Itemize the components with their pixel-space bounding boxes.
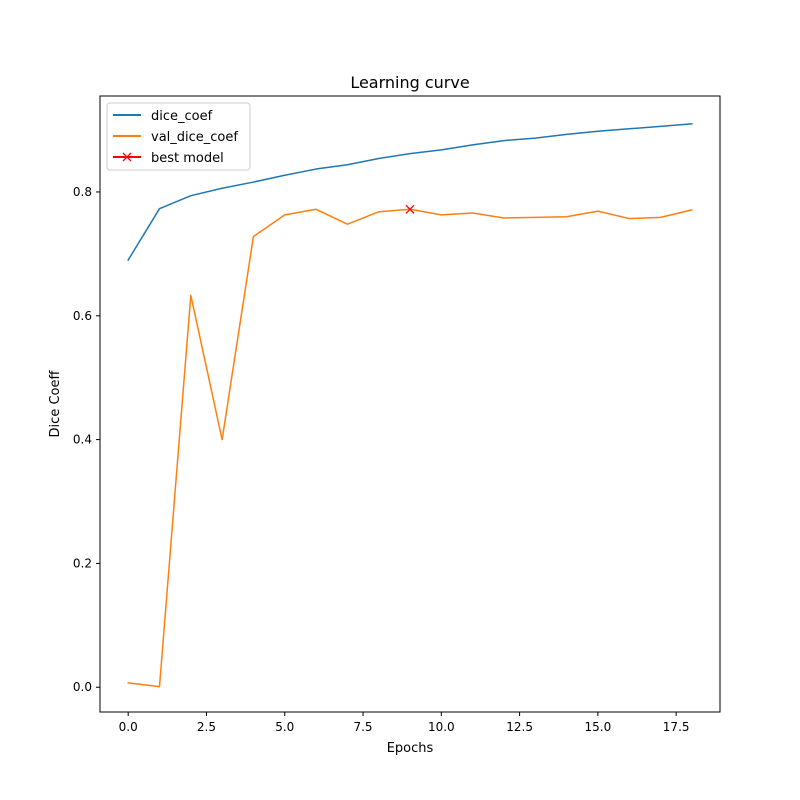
x-tick-label: 0.0 [119,720,138,734]
x-tick-label: 2.5 [197,720,216,734]
y-tick-label: 0.2 [73,556,92,570]
legend-label-dice-coef: dice_coef [151,109,213,124]
y-tick-label: 0.0 [73,680,92,694]
x-tick-label: 5.0 [275,720,294,734]
y-axis-ticks: 0.0 0.2 0.4 0.6 0.8 [73,185,100,694]
x-axis-ticks: 0.0 2.5 5.0 7.5 10.0 12.5 15.0 17.5 [119,712,690,734]
plot-markers [405,204,415,214]
y-tick-label: 0.6 [73,309,92,323]
series-line-dice-coef [127,123,693,262]
x-tick-label: 7.5 [353,720,372,734]
y-tick-label: 0.4 [73,433,92,447]
legend-label-best-model: best model [151,151,224,166]
x-tick-label: 12.5 [506,720,533,734]
x-tick-label: 10.0 [428,720,455,734]
legend-label-val-dice-coef: val_dice_coef [151,130,238,145]
x-tick-label: 17.5 [663,720,690,734]
x-axis-label: Epochs [387,741,434,756]
legend-box [106,102,251,171]
legend-marker-best-model-x-icon [122,152,132,162]
chart-title: Learning curve [350,73,469,92]
legend: dice_coef val_dice_coef best model [106,102,251,171]
y-tick-label: 0.8 [73,185,92,199]
best-model-x-icon [405,204,415,214]
x-tick-label: 15.0 [585,720,612,734]
legend-x-icon [122,152,132,162]
y-axis-label: Dice Coeff [48,370,63,438]
plot-area-frame [99,95,721,713]
